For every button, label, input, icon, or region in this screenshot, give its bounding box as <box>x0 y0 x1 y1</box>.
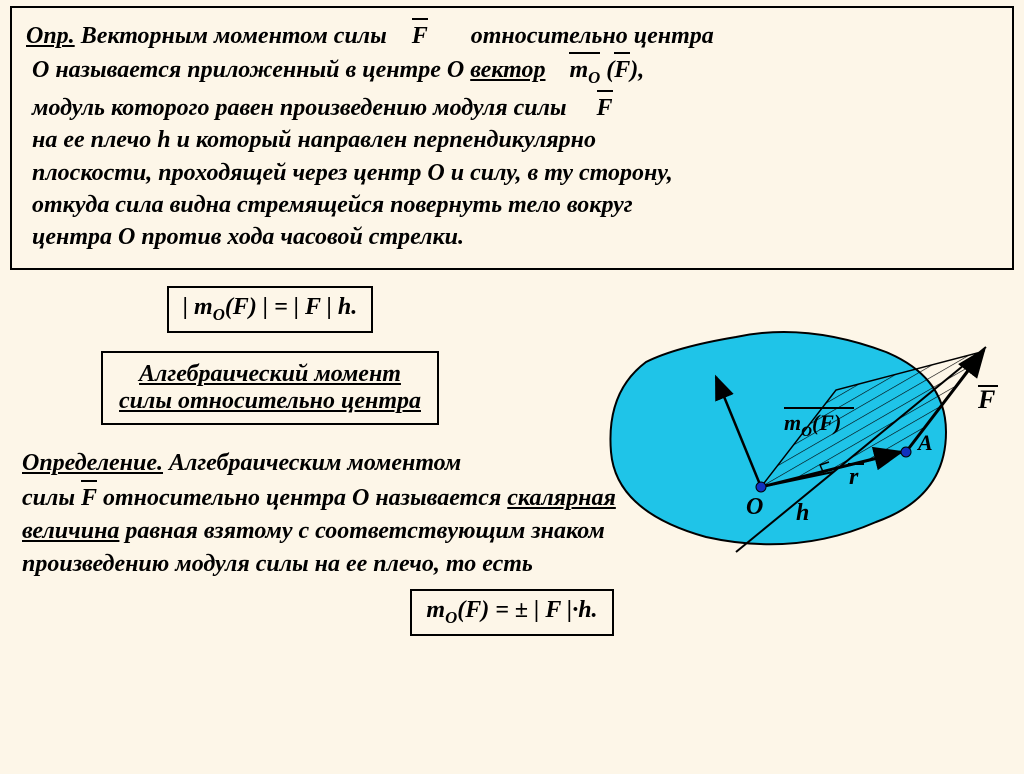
formula-algebraic-row: mO(F) = ± | F |·h. <box>0 589 1024 636</box>
point-A <box>901 447 911 457</box>
label-O: O <box>746 494 763 520</box>
formula-algebraic-box: mO(F) = ± | F |·h. <box>410 589 613 636</box>
definition-vector-moment-box: Опр. Векторным моментом силы F относител… <box>10 6 1014 270</box>
mO-F-symbol: mO (F), <box>569 57 644 83</box>
def1-line3: модуль которого равен произведению модул… <box>26 90 998 124</box>
point-O <box>756 482 766 492</box>
section-title-line2: силы относительно центра <box>119 388 421 415</box>
section-algebraic-moment-box: Алгебраический момент силы относительно … <box>101 351 439 425</box>
opr-label: Опр. <box>26 23 75 49</box>
label-h: h <box>796 500 809 526</box>
formula-modulus-box: | mO(F) | = | F | h. <box>167 286 374 333</box>
label-A: A <box>916 430 933 455</box>
label-F: F <box>977 385 995 414</box>
F-vector-symbol-3: F <box>81 480 97 515</box>
left-column: | mO(F) | = | F | h. Алгебраический моме… <box>10 280 530 425</box>
F-vector-symbol-2: F <box>597 90 613 124</box>
F-vector-symbol: F <box>412 18 428 52</box>
def1-line6: откуда сила видна стремящейся повернуть … <box>26 189 998 221</box>
section-title-line1: Алгебраический момент <box>119 361 421 388</box>
def1-line4: на ее плечо h и который направлен перпен… <box>26 124 998 156</box>
def1-line2: О называется приложенный в центре О вект… <box>26 52 998 89</box>
def1-line7: центра О против хода часовой стрелки. <box>26 221 998 253</box>
label-r: r <box>849 464 859 490</box>
moment-diagram: O A h r F mO(F) <box>586 322 1006 562</box>
def1-line5: плоскости, проходящей через центр О и си… <box>26 157 998 189</box>
def1-line1: Опр. Векторным моментом силы F относител… <box>26 18 998 52</box>
